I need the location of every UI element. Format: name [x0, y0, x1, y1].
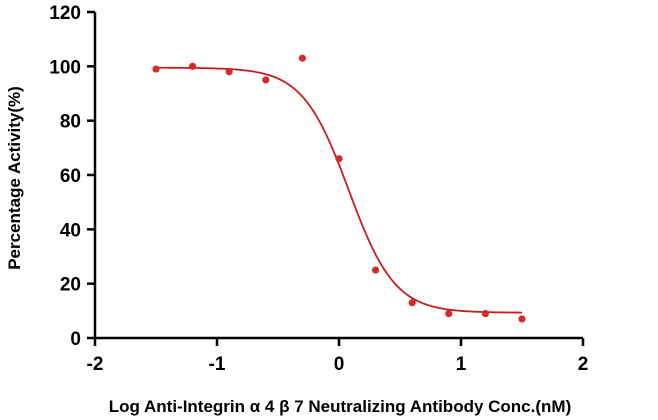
data-point [152, 65, 160, 73]
y-tick-label: 20 [60, 275, 81, 296]
x-tick-label: -1 [209, 354, 226, 375]
data-point [335, 155, 343, 163]
y-ticks: 0 20 40 60 80 100 120 [49, 3, 95, 350]
fit-curve [156, 66, 523, 314]
y-tick-label: 40 [60, 220, 81, 241]
data-points [152, 54, 526, 323]
y-tick-label: 0 [70, 329, 81, 350]
y-tick-label: 80 [60, 112, 81, 133]
x-tick-label: 1 [456, 354, 467, 375]
x-axis-title: Log Anti-Integrin α 4 β 7 Neutralizing A… [109, 397, 571, 416]
data-point [481, 309, 489, 318]
y-tick-label: 60 [60, 166, 81, 187]
data-point [262, 76, 270, 84]
y-tick-label: 120 [49, 3, 81, 24]
data-point [298, 54, 306, 62]
axes: 0 20 40 60 80 100 120 -2 -1 0 1 2 [49, 3, 588, 375]
data-point [445, 309, 453, 318]
data-point [518, 315, 526, 323]
y-tick-label: 100 [49, 57, 81, 78]
data-point [408, 299, 416, 307]
x-tick-label: -2 [87, 354, 104, 375]
x-tick-label: 2 [578, 354, 589, 375]
data-point [189, 62, 197, 70]
data-point [372, 266, 380, 274]
data-point [225, 68, 233, 76]
x-ticks: -2 -1 0 1 2 [87, 338, 589, 375]
x-tick-label: 0 [334, 354, 345, 375]
y-axis-title: Percentage Activity(%) [5, 86, 24, 270]
